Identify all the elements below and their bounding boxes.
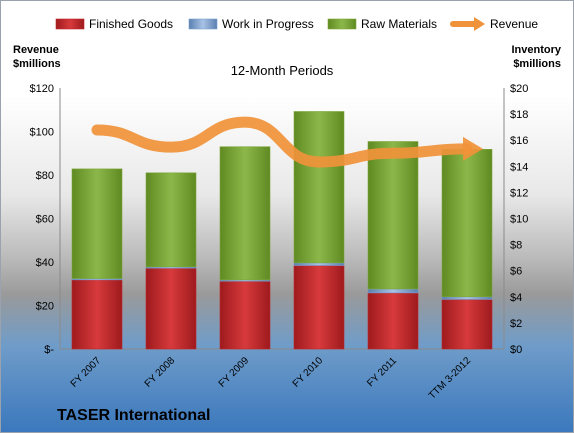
left-tick-label: $40 (36, 257, 54, 269)
x-tick-label: FY 2007 (69, 355, 104, 390)
revenue-line (91, 116, 473, 168)
chart-subtitle: 12-Month Periods (231, 63, 334, 78)
bar-raw-materials (367, 141, 419, 290)
bar-raw-materials (441, 149, 493, 298)
right-axis-title: $millions (513, 58, 561, 70)
axes-layer (59, 88, 505, 350)
right-tick-label: $18 (510, 109, 528, 121)
right-tick-label: $20 (510, 83, 528, 95)
left-axis-title: Revenue (13, 44, 59, 56)
bar-raw-materials (293, 111, 345, 264)
legend-label: Finished Goods (89, 17, 173, 31)
legend-arrow-head (474, 17, 485, 31)
left-axis-title: $millions (13, 58, 61, 70)
revenue-arrowhead (463, 136, 483, 161)
bar-finished-goods (145, 267, 197, 350)
right-tick-label: $6 (510, 266, 522, 278)
bar-finished-goods (219, 280, 271, 350)
bar-finished-goods (71, 279, 123, 350)
right-axis-title: Inventory (511, 44, 561, 56)
left-tick-label: $20 (36, 301, 54, 313)
company-title: TASER International (57, 407, 211, 424)
right-tick-label: $16 (510, 135, 528, 147)
legend-swatch (327, 18, 357, 30)
bar-raw-materials (219, 146, 271, 281)
x-tick-label: FY 2009 (217, 355, 252, 390)
right-tick-label: $12 (510, 187, 528, 199)
legend-swatch (55, 18, 85, 30)
bar-raw-materials (71, 168, 123, 279)
left-tick-label: $120 (30, 83, 54, 95)
legend-swatch (188, 18, 218, 30)
bar-finished-goods (367, 292, 419, 350)
bar-raw-materials (145, 172, 197, 268)
bars-layer (71, 111, 493, 350)
legend-label: Revenue (490, 17, 538, 31)
legend-label: Raw Materials (361, 17, 437, 31)
x-tick-label: FY 2011 (365, 355, 399, 389)
bar-finished-goods (293, 265, 345, 350)
left-tick-label: $60 (36, 214, 54, 226)
x-tick-label: FY 2010 (291, 355, 326, 390)
right-tick-label: $10 (510, 214, 528, 226)
right-tick-label: $14 (510, 161, 528, 173)
right-tick-label: $0 (510, 344, 522, 356)
bar-finished-goods (441, 299, 493, 350)
x-tick-label: TTM 3-2012 (427, 355, 474, 402)
bar-work-in-progress (367, 288, 419, 294)
bar-work-in-progress (441, 296, 493, 300)
right-tick-label: $8 (510, 240, 522, 252)
left-tick-label: $80 (36, 170, 54, 182)
right-tick-label: $4 (510, 292, 522, 304)
left-tick-label: $100 (30, 127, 54, 139)
legend-layer: Finished Goods Work in Progress Raw Materi… (55, 17, 538, 31)
x-tick-label: FY 2008 (143, 355, 178, 390)
revenue-line-layer (91, 116, 483, 168)
bar-work-in-progress (293, 262, 345, 266)
left-tick-label: $- (44, 344, 54, 356)
legend-label: Work in Progress (222, 17, 314, 31)
right-tick-label: $2 (510, 318, 522, 330)
